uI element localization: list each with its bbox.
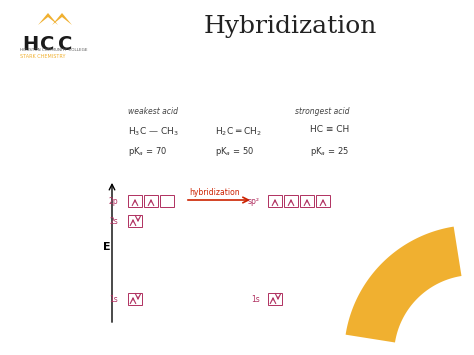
Text: hybridization: hybridization xyxy=(190,188,240,197)
Bar xyxy=(144,195,158,207)
Bar xyxy=(284,195,298,207)
Text: H$_3$C — CH$_3$: H$_3$C — CH$_3$ xyxy=(128,125,179,137)
Text: sp²: sp² xyxy=(248,197,260,206)
Bar xyxy=(128,215,142,227)
Bar xyxy=(268,195,282,207)
Bar xyxy=(316,195,330,207)
Text: 1s: 1s xyxy=(109,295,118,304)
Text: pK$_a$ = 70: pK$_a$ = 70 xyxy=(128,145,167,158)
Text: STARK CHEMISTRY: STARK CHEMISTRY xyxy=(20,54,65,59)
Text: pK$_a$ = 50: pK$_a$ = 50 xyxy=(215,145,254,158)
Bar xyxy=(160,195,174,207)
Polygon shape xyxy=(346,226,462,343)
Bar xyxy=(300,195,314,207)
Polygon shape xyxy=(52,13,72,25)
Text: weakest acid: weakest acid xyxy=(128,107,178,116)
Text: strongest acid: strongest acid xyxy=(295,107,349,116)
Text: 1s: 1s xyxy=(251,295,260,304)
Text: HC ≡ CH: HC ≡ CH xyxy=(310,125,349,134)
Text: C: C xyxy=(40,35,55,54)
Text: 2p: 2p xyxy=(109,197,118,206)
Text: H: H xyxy=(22,35,38,54)
Bar xyxy=(268,293,282,305)
Polygon shape xyxy=(38,13,58,25)
Bar xyxy=(128,195,142,207)
Text: pK$_a$ = 25: pK$_a$ = 25 xyxy=(310,145,349,158)
Text: HOUSTON COMMUNITY COLLEGE: HOUSTON COMMUNITY COLLEGE xyxy=(20,48,88,52)
Text: Hybridization: Hybridization xyxy=(203,15,377,38)
Text: H$_2$C ═ CH$_2$: H$_2$C ═ CH$_2$ xyxy=(215,125,262,137)
Bar xyxy=(128,293,142,305)
Text: 2s: 2s xyxy=(109,217,118,225)
Text: C: C xyxy=(58,35,73,54)
Text: E: E xyxy=(103,242,110,252)
